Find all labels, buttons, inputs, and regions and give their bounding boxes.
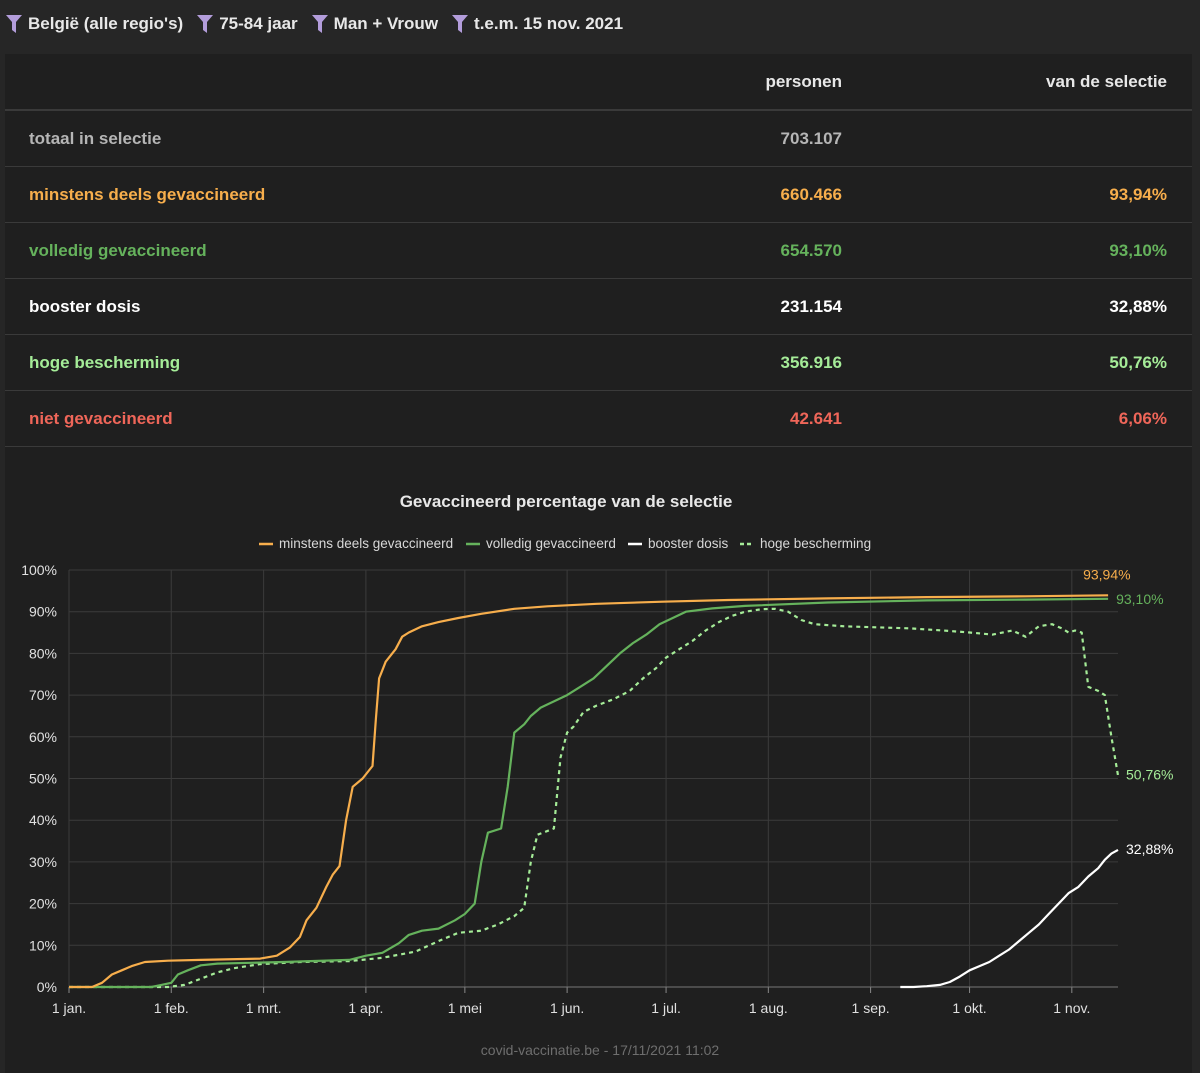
x-tick-label: 1 feb.: [154, 1000, 189, 1016]
filter-age-label: 75-84 jaar: [219, 14, 298, 33]
y-tick-label: 10%: [29, 937, 57, 953]
x-tick-label: 1 sep.: [852, 1000, 890, 1016]
legend-item: minstens deels gevaccineerd: [259, 536, 453, 551]
y-tick-label: 0%: [37, 979, 57, 995]
x-tick-label: 1 mei: [448, 1000, 482, 1016]
table-row-none: niet gevaccineerd 42.641 6,06%: [5, 390, 1192, 447]
x-tick-label: 1 mrt.: [246, 1000, 282, 1016]
table-row-high: hoge bescherming 356.916 50,76%: [5, 334, 1192, 391]
table-row-total: totaal in selectie 703.107: [5, 110, 1192, 167]
legend-label: hoge bescherming: [760, 536, 871, 551]
end-label-booster: 32,88%: [1126, 841, 1173, 857]
series-line-full: [69, 597, 1109, 989]
row-pct: 93,94%: [842, 166, 1192, 223]
chart-title: Gevaccineerd percentage van de selectie: [400, 492, 733, 511]
row-label: totaal in selectie: [5, 110, 589, 167]
y-tick-label: 70%: [29, 687, 57, 703]
legend-item: booster dosis: [628, 536, 729, 551]
end-label-full: 93,10%: [1116, 591, 1163, 607]
row-persons: 356.916: [589, 334, 842, 391]
filter-sex[interactable]: Man + Vrouw: [311, 14, 439, 34]
row-label: hoge bescherming: [5, 334, 589, 391]
filter-icon: [311, 15, 328, 33]
legend-item: volledig gevaccineerd: [466, 536, 616, 551]
row-pct: 6,06%: [842, 390, 1192, 447]
legend-label: volledig gevaccineerd: [486, 536, 616, 551]
row-pct: 50,76%: [842, 334, 1192, 391]
legend-label: minstens deels gevaccineerd: [279, 536, 453, 551]
filter-region-label: België (alle regio's): [28, 14, 184, 33]
filter-sex-label: Man + Vrouw: [333, 14, 439, 33]
y-tick-label: 80%: [29, 645, 57, 661]
table-row-partial: minstens deels gevaccineerd 660.466 93,9…: [5, 166, 1192, 223]
legend-label: booster dosis: [648, 536, 729, 551]
row-pct: [842, 110, 1192, 167]
row-persons: 660.466: [589, 166, 842, 223]
row-label: booster dosis: [5, 278, 589, 335]
series-line-booster: [900, 848, 1119, 989]
filter-icon: [452, 15, 469, 33]
table-header-row: personen van de selectie: [5, 54, 1192, 111]
table-row-booster: booster dosis 231.154 32,88%: [5, 278, 1192, 335]
legend-item: hoge bescherming: [740, 536, 871, 551]
end-label-high: 50,76%: [1126, 766, 1173, 782]
end-label-partial: 93,94%: [1083, 566, 1130, 582]
row-persons: 703.107: [589, 110, 842, 167]
y-tick-label: 100%: [21, 562, 57, 578]
row-pct: 93,10%: [842, 222, 1192, 279]
row-label: minstens deels gevaccineerd: [5, 166, 589, 223]
x-tick-label: 1 okt.: [952, 1000, 986, 1016]
series-line-partial: [69, 594, 1109, 989]
y-tick-label: 90%: [29, 604, 57, 620]
row-label: volledig gevaccineerd: [5, 222, 589, 279]
header-label: [5, 54, 589, 111]
y-tick-label: 30%: [29, 854, 57, 870]
header-persons: personen: [589, 54, 842, 111]
row-persons: 42.641: [589, 390, 842, 447]
filter-bar: België (alle regio's) 75-84 jaar Man + V…: [0, 0, 1200, 48]
x-tick-label: 1 jul.: [651, 1000, 681, 1016]
table-row-full: volledig gevaccineerd 654.570 93,10%: [5, 222, 1192, 279]
y-tick-label: 60%: [29, 729, 57, 745]
row-label: niet gevaccineerd: [5, 390, 589, 447]
filter-age[interactable]: 75-84 jaar: [197, 14, 298, 34]
filter-icon: [197, 15, 214, 33]
x-tick-label: 1 nov.: [1053, 1000, 1090, 1016]
filter-date[interactable]: t.e.m. 15 nov. 2021: [452, 14, 623, 34]
x-tick-label: 1 aug.: [749, 1000, 788, 1016]
x-tick-label: 1 jan.: [52, 1000, 86, 1016]
y-tick-label: 40%: [29, 812, 57, 828]
row-pct: 32,88%: [842, 278, 1192, 335]
stats-table: personen van de selectie totaal in selec…: [5, 54, 1192, 447]
filter-region[interactable]: België (alle regio's): [6, 14, 183, 34]
filter-date-label: t.e.m. 15 nov. 2021: [474, 14, 624, 33]
row-persons: 654.570: [589, 222, 842, 279]
filter-icon: [6, 15, 22, 33]
footer-credit: covid-vaccinatie.be - 17/11/2021 11:02: [480, 1042, 720, 1058]
y-tick-label: 50%: [29, 771, 57, 787]
row-persons: 231.154: [589, 278, 842, 335]
x-tick-label: 1 apr.: [348, 1000, 383, 1016]
y-tick-label: 20%: [29, 896, 57, 912]
header-selection: van de selectie: [842, 54, 1192, 111]
x-tick-label: 1 jun.: [550, 1000, 584, 1016]
series-line-high: [69, 607, 1120, 989]
